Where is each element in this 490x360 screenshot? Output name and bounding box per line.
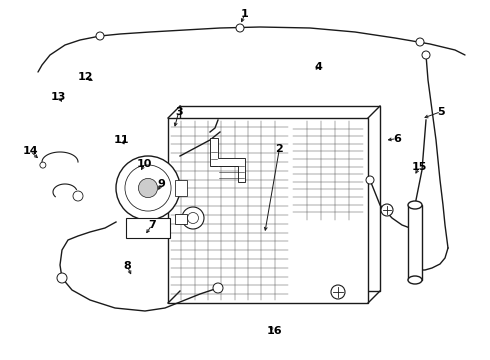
Bar: [408, 205, 422, 280]
Ellipse shape: [408, 201, 422, 209]
Polygon shape: [168, 118, 368, 303]
Text: 13: 13: [51, 92, 67, 102]
Text: 3: 3: [175, 107, 183, 117]
Circle shape: [138, 179, 158, 198]
Ellipse shape: [408, 276, 422, 284]
Circle shape: [57, 273, 67, 283]
Circle shape: [213, 283, 223, 293]
Circle shape: [40, 162, 46, 168]
Circle shape: [236, 24, 244, 32]
Circle shape: [422, 51, 430, 59]
Text: 10: 10: [137, 159, 152, 169]
Circle shape: [182, 207, 204, 229]
Text: 15: 15: [411, 162, 427, 172]
Text: 1: 1: [241, 9, 249, 19]
Text: 9: 9: [158, 179, 166, 189]
Text: 2: 2: [275, 144, 283, 154]
Bar: [126, 218, 170, 238]
Text: 14: 14: [23, 146, 38, 156]
Text: 11: 11: [114, 135, 129, 145]
Text: 12: 12: [78, 72, 94, 82]
Circle shape: [416, 38, 424, 46]
Text: 8: 8: [123, 261, 131, 271]
Text: 16: 16: [267, 326, 282, 336]
Text: 4: 4: [315, 62, 322, 72]
Polygon shape: [210, 138, 245, 182]
Circle shape: [96, 32, 104, 40]
Circle shape: [381, 204, 393, 216]
Bar: [175, 214, 187, 224]
Bar: [175, 180, 187, 196]
Text: 6: 6: [393, 134, 401, 144]
Circle shape: [366, 176, 374, 184]
Circle shape: [331, 285, 345, 299]
Circle shape: [116, 156, 180, 220]
Text: 5: 5: [437, 107, 445, 117]
Text: 7: 7: [148, 220, 156, 230]
Circle shape: [73, 191, 83, 201]
